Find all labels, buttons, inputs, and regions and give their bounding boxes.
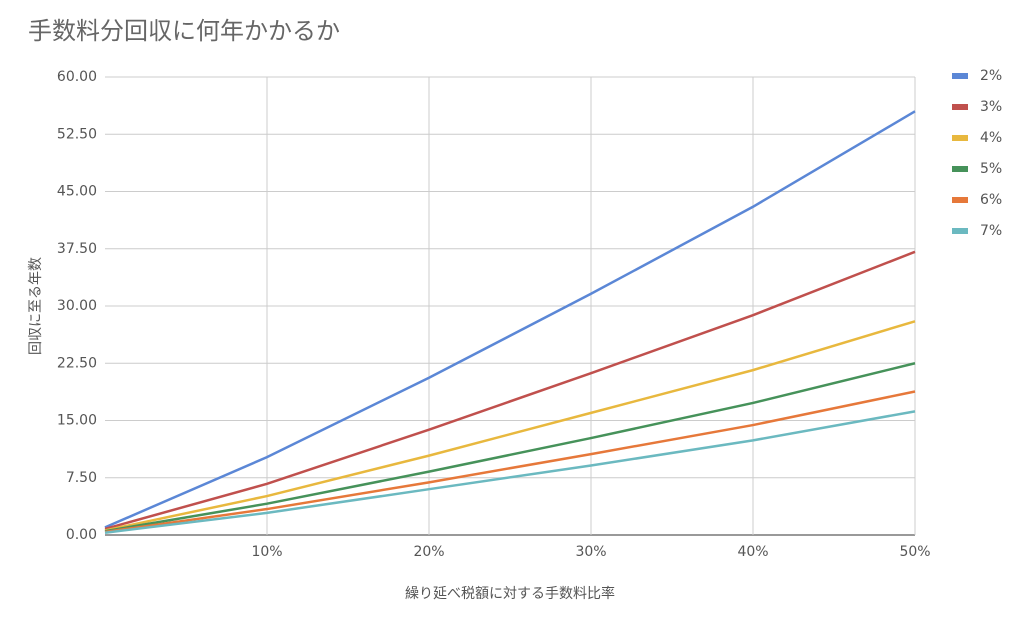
x-tick-label: 30% [575,544,606,560]
chart-title: 手数料分回収に何年かかるか [28,17,340,45]
legend-swatch [952,228,968,234]
legend-label: 5% [980,161,1002,177]
series-line [104,390,916,534]
x-tick-label: 20% [413,544,444,560]
y-tick-label: 30.00 [57,298,97,314]
legend-swatch [952,166,968,172]
series-line [104,410,916,534]
x-tick-label: 50% [899,544,930,560]
y-axis-label: 回収に至る年数 [28,257,44,355]
y-tick-label: 60.00 [57,69,97,85]
legend-swatch [952,73,968,79]
y-tick-label: 0.00 [66,527,97,543]
series-line [104,250,916,531]
y-tick-label: 15.00 [57,413,97,429]
legend-swatch [952,104,968,110]
legend-label: 6% [980,192,1002,208]
series-line [104,320,916,532]
y-tick-label: 7.50 [66,470,97,486]
legend-swatch [952,135,968,141]
series-line [104,110,916,529]
x-tick-label: 10% [251,544,282,560]
x-tick-label: 40% [737,544,768,560]
legend-label: 4% [980,130,1002,146]
y-tick-label: 22.50 [57,355,97,371]
y-tick-label: 52.50 [57,126,97,142]
y-tick-label: 45.00 [57,184,97,200]
legend-label: 3% [980,99,1002,115]
legend-label: 2% [980,68,1002,84]
y-tick-label: 37.50 [57,241,97,257]
series-line [104,362,916,533]
legend-label: 7% [980,223,1002,239]
legend-swatch [952,197,968,203]
x-axis-label: 繰り延べ税額に対する手数料比率 [405,585,615,602]
